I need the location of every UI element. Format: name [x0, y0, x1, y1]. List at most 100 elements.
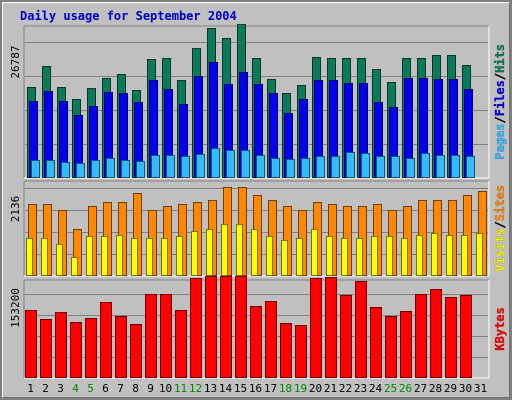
- bar-pages-day-2: [46, 160, 55, 178]
- x-tick-label-day-20: 20: [309, 382, 322, 395]
- bar-kbytes-day-2: [40, 319, 52, 378]
- x-tick-label-day-14: 14: [219, 382, 233, 395]
- x-tick-label-day-23: 23: [354, 382, 367, 395]
- bar-kbytes-day-4: [70, 322, 82, 378]
- bar-kbytes-day-17: [265, 301, 277, 378]
- x-tick-label-day-30: 30: [459, 382, 472, 395]
- bar-visits-day-23: [356, 238, 363, 276]
- bar-visits-day-31: [476, 233, 483, 276]
- bar-kbytes-day-29: [445, 297, 457, 378]
- x-tick-label-day-13: 13: [204, 382, 217, 395]
- legend-text: KBytes: [493, 307, 507, 350]
- x-tick-label-day-18: 18: [279, 382, 292, 395]
- bar-visits-day-24: [371, 236, 378, 276]
- chart-title: Daily usage for September 2004: [20, 9, 237, 23]
- legend-entry-files: Files: [493, 80, 507, 116]
- bar-pages-day-18: [286, 159, 295, 178]
- bar-pages-day-9: [151, 155, 160, 178]
- legend-entry-pages: Pages: [493, 123, 507, 159]
- bar-kbytes-day-28: [430, 289, 442, 378]
- bar-kbytes-day-21: [325, 277, 337, 378]
- legend-text: Visits/Sites: [493, 185, 507, 272]
- bar-visits-day-15: [236, 224, 243, 276]
- bar-pages-day-8: [136, 161, 145, 178]
- bar-kbytes-day-1: [25, 310, 37, 378]
- bar-visits-day-16: [251, 229, 258, 276]
- x-tick-label-day-4: 4: [72, 382, 79, 395]
- x-tick-label-day-8: 8: [132, 382, 139, 395]
- bar-visits-day-10: [161, 238, 168, 276]
- bar-pages-day-15: [241, 150, 250, 178]
- bar-kbytes-day-20: [310, 278, 322, 378]
- bar-pages-day-25: [391, 156, 400, 178]
- legend-separator: /: [493, 73, 507, 80]
- bar-kbytes-day-10: [160, 294, 172, 378]
- bar-kbytes-day-3: [55, 312, 67, 378]
- bar-visits-day-8: [131, 238, 138, 276]
- bar-pages-day-14: [226, 150, 235, 178]
- bar-visits-day-11: [176, 236, 183, 276]
- x-tick-label-day-12: 12: [189, 382, 202, 395]
- bar-kbytes-day-5: [85, 318, 97, 378]
- bar-visits-day-22: [341, 238, 348, 276]
- bar-kbytes-day-15: [235, 276, 247, 378]
- x-tick-label-day-27: 27: [414, 382, 427, 395]
- panel-hits-files-pages: [23, 24, 490, 179]
- bar-pages-day-6: [106, 158, 115, 178]
- bar-visits-day-5: [86, 236, 93, 276]
- x-tick-label-day-1: 1: [27, 382, 34, 395]
- x-tick-label-day-3: 3: [57, 382, 64, 395]
- bar-pages-day-23: [361, 153, 370, 178]
- x-tick-label-day-21: 21: [324, 382, 337, 395]
- legend-entry-hits: Hits: [493, 44, 507, 73]
- bar-kbytes-day-30: [460, 295, 472, 378]
- bar-kbytes-day-12: [190, 278, 202, 378]
- legend-separator: /: [493, 116, 507, 123]
- bar-kbytes-day-22: [340, 295, 352, 378]
- legend-hits-files-pages: Pages/Files/Hits: [493, 44, 507, 160]
- ymax-label-visits-sites: 2136: [9, 196, 22, 223]
- legend-kbytes: KBytes: [493, 307, 507, 351]
- bar-pages-day-29: [451, 155, 460, 178]
- bar-kbytes-day-7: [115, 316, 127, 378]
- x-tick-label-day-29: 29: [444, 382, 457, 395]
- x-tick-label-day-5: 5: [87, 382, 94, 395]
- bar-kbytes-day-24: [370, 307, 382, 378]
- bar-visits-day-7: [116, 235, 123, 276]
- series-kbytes: [25, 276, 472, 378]
- bar-visits-day-21: [326, 236, 333, 276]
- bar-pages-day-13: [211, 148, 220, 178]
- bar-pages-day-17: [271, 158, 280, 178]
- legend-entry-visits: Visits: [493, 228, 507, 271]
- bar-kbytes-day-26: [400, 311, 412, 378]
- bar-kbytes-day-9: [145, 294, 157, 378]
- x-tick-label-day-6: 6: [102, 382, 109, 395]
- bar-pages-day-16: [256, 155, 265, 178]
- bar-kbytes-day-11: [175, 310, 187, 378]
- bar-kbytes-day-25: [385, 316, 397, 378]
- bar-visits-day-26: [401, 238, 408, 276]
- bar-pages-day-7: [121, 160, 130, 178]
- bar-kbytes-day-18: [280, 323, 292, 378]
- bar-visits-day-9: [146, 238, 153, 276]
- bar-visits-day-2: [41, 238, 48, 276]
- ymax-label-hits-files-pages: 26787: [9, 45, 22, 78]
- x-tick-label-day-9: 9: [147, 382, 154, 395]
- x-axis-day-labels: 1 2 3 4 5 6 7 8 9 10 11 12 13 14 15 16 17 18 19 20 21 22 23 24 2…: [27, 382, 487, 395]
- bar-visits-day-3: [56, 244, 63, 276]
- bar-kbytes-day-14: [220, 276, 232, 378]
- panel-visits-sites: [23, 180, 490, 277]
- bar-visits-day-6: [101, 236, 108, 276]
- bar-kbytes-day-6: [100, 302, 112, 378]
- bar-pages-day-28: [436, 155, 445, 178]
- x-tick-label-day-17: 17: [264, 382, 277, 395]
- x-tick-label-day-24: 24: [369, 382, 383, 395]
- legend-entry-kbytes: KBytes: [493, 307, 507, 350]
- bar-visits-day-25: [386, 236, 393, 276]
- bar-visits-day-30: [461, 235, 468, 276]
- bar-visits-day-17: [266, 236, 273, 276]
- bar-visits-day-28: [431, 233, 438, 276]
- bar-kbytes-day-27: [415, 294, 427, 378]
